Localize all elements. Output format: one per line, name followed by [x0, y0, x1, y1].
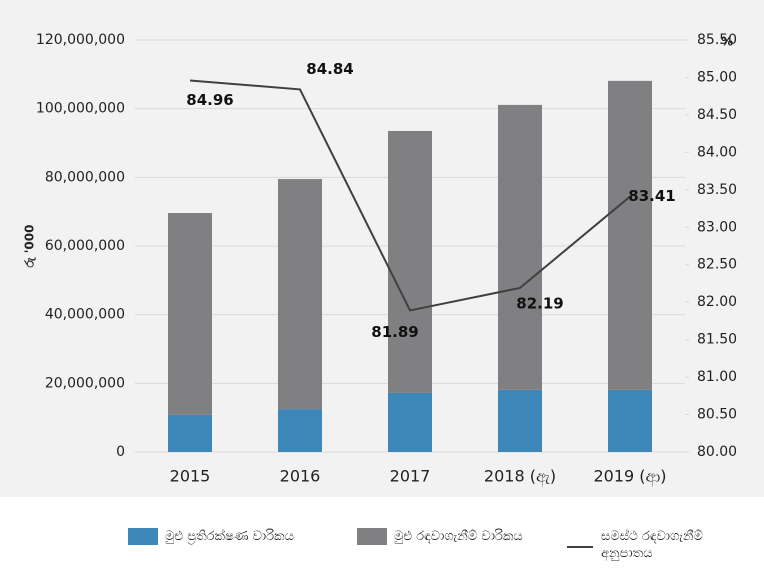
- legend-swatch: [128, 528, 158, 545]
- legend-swatch: [567, 546, 593, 548]
- y2-tick-label: 84.00: [697, 144, 737, 160]
- bar: [608, 80, 652, 390]
- bar: [498, 389, 542, 452]
- y2-tick-label: 83.50: [697, 182, 737, 198]
- y2-tick-label: 85.00: [697, 69, 737, 85]
- bar: [388, 130, 432, 393]
- y2-tick-label: 81.00: [697, 369, 737, 385]
- bar: [278, 179, 322, 410]
- y-tick-label: 60,000,000: [45, 238, 125, 254]
- bar: [168, 414, 212, 452]
- y2-tick-label: 82.50: [697, 257, 737, 273]
- y-tick-label: 40,000,000: [45, 307, 125, 323]
- legend-label: මුළු ප්‍රතිරක්ෂණ වාරිකය: [165, 529, 294, 544]
- y-tick-label: 100,000,000: [36, 101, 125, 117]
- bar: [608, 389, 652, 452]
- data-label: 82.19: [516, 294, 563, 312]
- legend-item: මුළු රඳවාගැනීම් වාරිකය: [357, 528, 524, 545]
- y-tick-label: 80,000,000: [45, 169, 125, 185]
- x-tick-label: 2015: [170, 467, 211, 486]
- y-tick-label: 0: [116, 444, 125, 460]
- y2-tick-label: 82.00: [697, 294, 737, 310]
- data-label: 84.84: [306, 60, 353, 78]
- data-label: 83.41: [628, 187, 675, 205]
- x-tick-label: 2019 (ආ): [593, 467, 666, 487]
- legend-item: සමස්ථ රඳවාගැනීම් අනුපාතය: [567, 528, 731, 562]
- line: [189, 79, 631, 312]
- y2-tick-label: 85.50: [697, 32, 737, 48]
- legend-item: මුළු ප්‍රතිරක්ෂණ වාරිකය: [128, 528, 295, 545]
- data-label: 84.96: [186, 91, 233, 109]
- bar: [498, 104, 542, 390]
- x-tick-label: 2017: [390, 467, 431, 486]
- legend-swatch: [357, 528, 387, 545]
- chart: රු '000 % 0 20,000,000 40,000,000 60,000,00…: [0, 0, 764, 497]
- bar: [278, 409, 322, 452]
- legend-label: සමස්ථ රඳවාගැනීම් අනුපාතය: [601, 529, 703, 561]
- y-tick-label: 20,000,000: [45, 375, 125, 391]
- y-axis-label: රු '000: [23, 225, 37, 268]
- y2-axis-label: %: [721, 35, 733, 49]
- x-tick-label: 2016: [280, 467, 321, 486]
- y2-tick-label: 83.00: [697, 219, 737, 235]
- y-tick-label: 120,000,000: [36, 32, 125, 48]
- bar: [168, 213, 212, 415]
- y2-tick-label: 80.50: [697, 407, 737, 423]
- legend-label: මුළු රඳවාගැනීම් වාරිකය: [394, 529, 523, 544]
- y2-tick-label: 84.50: [697, 107, 737, 123]
- bar: [388, 392, 432, 452]
- y2-tick-label: 81.50: [697, 332, 737, 348]
- y2-tick-label: 80.00: [697, 444, 737, 460]
- data-label: 81.89: [371, 323, 418, 341]
- x-tick-label: 2018 (ඇ): [484, 467, 556, 487]
